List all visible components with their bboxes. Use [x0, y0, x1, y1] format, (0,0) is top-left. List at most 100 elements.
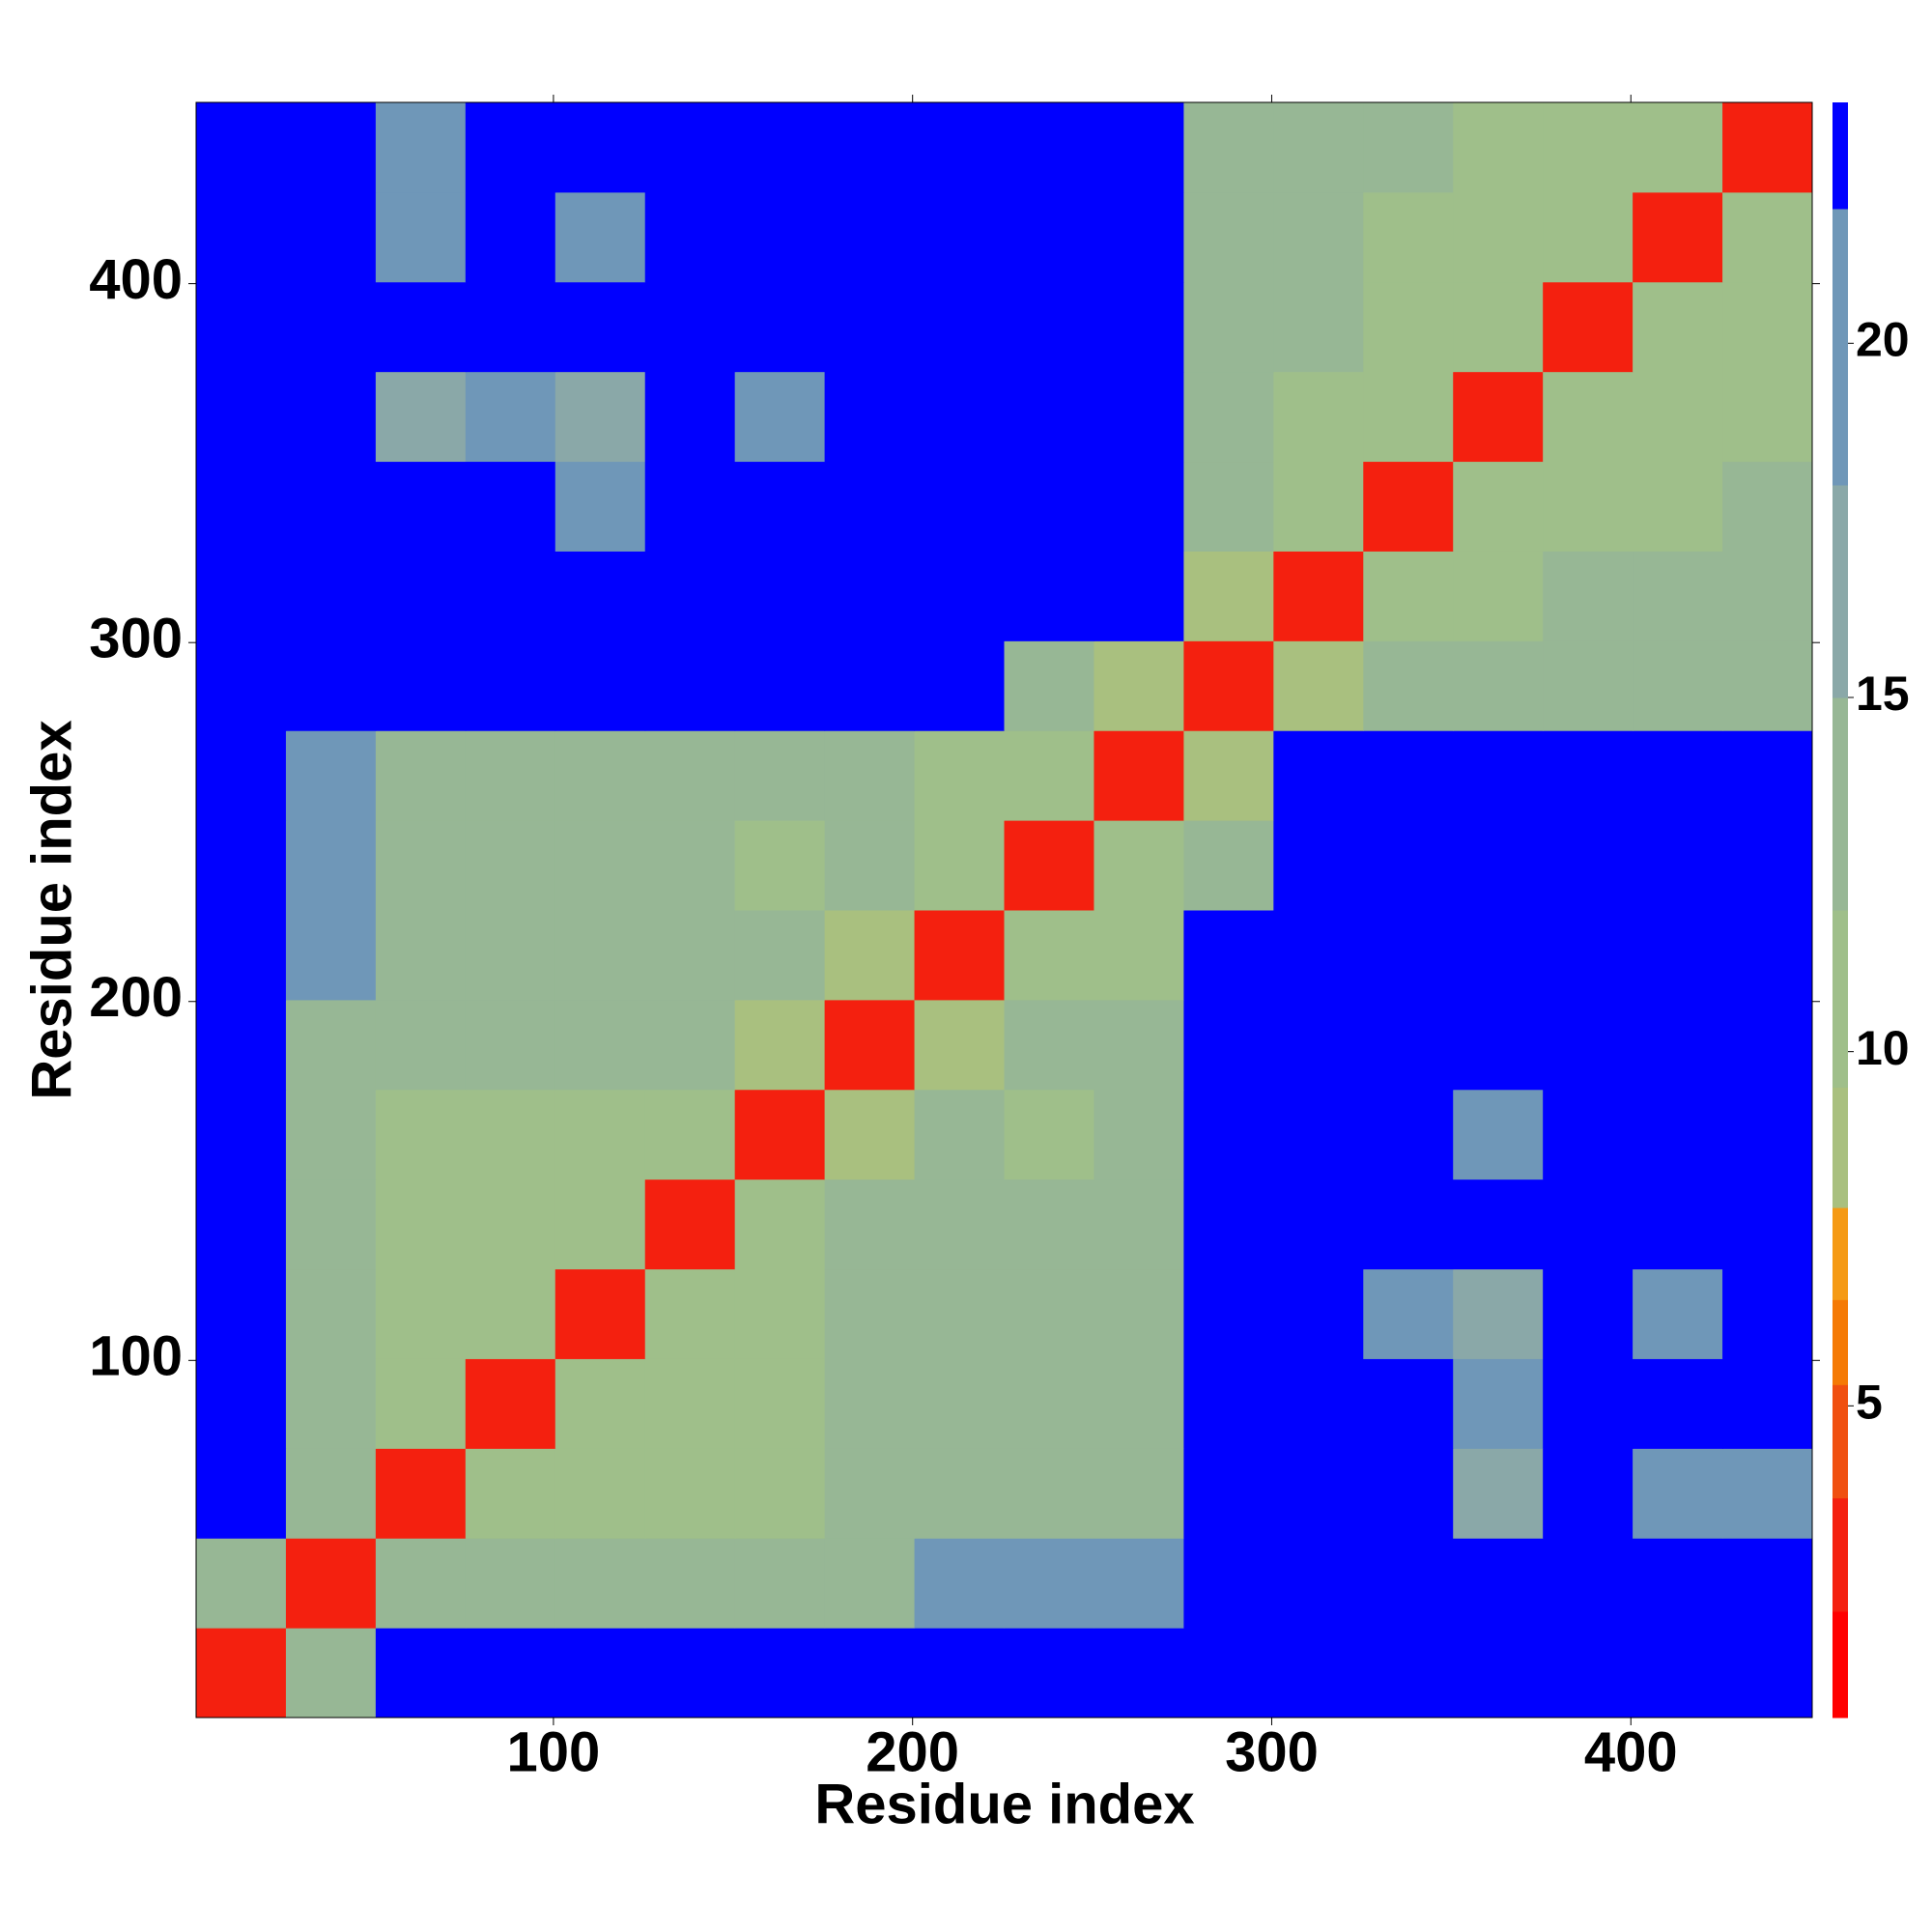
heatmap-cell: [1004, 1538, 1094, 1629]
heatmap-cell: [1722, 281, 1813, 373]
colorbar-band: [1833, 1384, 1848, 1499]
heatmap-cell: [196, 640, 287, 731]
heatmap-cell: [644, 1268, 736, 1359]
heatmap-cell: [554, 640, 646, 731]
heatmap-cell: [644, 1448, 736, 1539]
heatmap-cell: [285, 102, 377, 193]
heatmap-cell: [644, 910, 736, 1001]
heatmap-cell: [1633, 910, 1723, 1001]
heatmap-cell: [1094, 191, 1184, 283]
heatmap-cell: [1363, 1089, 1454, 1180]
heatmap-cell: [465, 461, 556, 552]
heatmap-cell: [465, 1179, 556, 1270]
heatmap-cell: [1722, 1358, 1813, 1449]
heatmap-cell: [824, 102, 916, 193]
colorbar-band: [1833, 697, 1848, 911]
heatmap-cell: [1633, 1448, 1723, 1539]
heatmap-cell: [1004, 640, 1094, 731]
heatmap-cell: [1183, 1628, 1274, 1719]
heatmap-cell: [734, 999, 826, 1091]
x-axis-label: Residue index: [814, 1773, 1194, 1835]
heatmap-cell: [465, 281, 556, 373]
heatmap-cell: [1543, 1538, 1634, 1629]
heatmap-cell: [1453, 1268, 1544, 1359]
heatmap-cell: [1273, 1089, 1364, 1180]
heatmap-cell: [1004, 730, 1094, 821]
heatmap-cell: [1363, 1628, 1454, 1719]
heatmap-cell: [1094, 371, 1184, 463]
heatmap-cell: [1543, 730, 1634, 821]
heatmap-cell: [285, 820, 377, 911]
heatmap-cell: [1183, 1179, 1274, 1270]
heatmap-cell: [1453, 640, 1544, 731]
colorbar-band: [1833, 1611, 1848, 1719]
heatmap-cell: [554, 820, 646, 911]
heatmap-cell: [465, 1358, 556, 1449]
heatmap-cell: [554, 999, 646, 1091]
heatmap-cell: [1273, 640, 1364, 731]
heatmap-cell: [1183, 461, 1274, 552]
heatmap-cell: [644, 999, 736, 1091]
heatmap-cell: [1183, 1538, 1274, 1629]
heatmap-cell: [1543, 281, 1634, 373]
heatmap-cell: [1004, 1268, 1094, 1359]
heatmap-cell: [1004, 1179, 1094, 1270]
heatmap-cell: [914, 191, 1005, 283]
heatmap-cell: [196, 1448, 287, 1539]
colorbar-tick-label: 15: [1856, 667, 1910, 721]
heatmap-cell: [375, 820, 467, 911]
heatmap-cell: [914, 1089, 1005, 1180]
heatmap-cell: [1633, 1628, 1723, 1719]
heatmap-cell: [196, 1628, 287, 1719]
heatmap-cell: [734, 102, 826, 193]
heatmap-cell: [734, 1358, 826, 1449]
heatmap-cell: [375, 1448, 467, 1539]
heatmap-cell: [1453, 371, 1544, 463]
heatmap-cell: [375, 191, 467, 283]
heatmap-cell: [1722, 640, 1813, 731]
heatmap-cell: [1183, 1358, 1274, 1449]
heatmap-cell: [554, 371, 646, 463]
heatmap-cell: [914, 1448, 1005, 1539]
heatmap-cell: [1094, 1448, 1184, 1539]
heatmap-cell: [734, 640, 826, 731]
heatmap-cell: [1273, 1538, 1364, 1629]
heatmap-cell: [1543, 910, 1634, 1001]
heatmap-cell: [1183, 191, 1274, 283]
heatmap-cell: [1094, 102, 1184, 193]
heatmap-cell: [465, 191, 556, 283]
colorbar-band: [1833, 209, 1848, 486]
heatmap-cell: [1633, 191, 1723, 283]
heatmap-cell: [734, 461, 826, 552]
heatmap-cell: [375, 461, 467, 552]
heatmap-cell: [1722, 551, 1813, 641]
heatmap-cell: [824, 1628, 916, 1719]
colorbar-tick-label: 10: [1856, 1021, 1910, 1075]
heatmap-cell: [285, 371, 377, 463]
heatmap-cell: [375, 640, 467, 731]
heatmap-cell: [1543, 102, 1634, 193]
heatmap-cell: [644, 1628, 736, 1719]
heatmap-cell: [285, 999, 377, 1091]
heatmap-cell: [1633, 1268, 1723, 1359]
heatmap-cell: [1633, 102, 1723, 193]
heatmap-cell: [1004, 551, 1094, 641]
heatmap-cell: [1543, 1089, 1634, 1180]
heatmap-cell: [196, 461, 287, 552]
heatmap-cell: [1543, 461, 1634, 552]
heatmap-cell: [554, 551, 646, 641]
heatmap-cell: [824, 730, 916, 821]
heatmap-cell: [1453, 281, 1544, 373]
colorbar-band: [1833, 485, 1848, 698]
heatmap-cell: [196, 551, 287, 641]
heatmap-cell: [1453, 551, 1544, 641]
heatmap-cell: [644, 102, 736, 193]
heatmap-cell: [914, 820, 1005, 911]
heatmap-cell: [465, 730, 556, 821]
heatmap-cell: [1273, 999, 1364, 1091]
heatmap-cell: [375, 999, 467, 1091]
heatmap-cell: [1633, 371, 1723, 463]
heatmap-cell: [1363, 640, 1454, 731]
heatmap-cell: [375, 1538, 467, 1629]
heatmap-cell: [1633, 551, 1723, 641]
